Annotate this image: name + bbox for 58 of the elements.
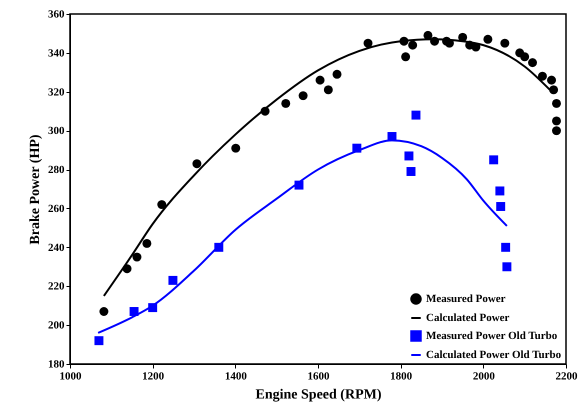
point bbox=[157, 200, 166, 210]
point bbox=[168, 276, 178, 285]
point bbox=[231, 144, 240, 153]
x-tick-label: 1200 bbox=[142, 370, 165, 382]
y-axis-title: Brake Power (HP) bbox=[28, 134, 43, 245]
x-axis-title: Engine Speed (RPM) bbox=[256, 388, 382, 402]
legend-label: Calculated Power Old Turbo bbox=[426, 349, 562, 361]
point bbox=[483, 34, 492, 44]
y-tick-label: 320 bbox=[48, 86, 65, 98]
point bbox=[99, 307, 108, 316]
y-tick-label: 220 bbox=[48, 280, 65, 293]
point bbox=[401, 52, 410, 62]
point bbox=[496, 202, 506, 211]
y-tick-label: 360 bbox=[48, 8, 65, 20]
point bbox=[94, 336, 104, 346]
point bbox=[547, 76, 556, 85]
legend-label: Measured Power Old Turbo bbox=[426, 330, 558, 342]
x-tick-label: 1600 bbox=[308, 370, 330, 382]
y-tick-label: 240 bbox=[48, 242, 65, 254]
point bbox=[489, 155, 498, 164]
point bbox=[130, 307, 139, 316]
y-tick-label: 200 bbox=[48, 320, 65, 332]
point bbox=[538, 72, 547, 81]
legend-label: Measured Power bbox=[426, 293, 506, 305]
point bbox=[192, 159, 202, 168]
point bbox=[324, 85, 333, 94]
point bbox=[332, 70, 342, 79]
point bbox=[552, 126, 561, 136]
x-tick-label: 2000 bbox=[472, 370, 496, 382]
x-tick-label: 1400 bbox=[224, 370, 248, 382]
y-tick-label: 260 bbox=[48, 202, 65, 215]
point bbox=[316, 76, 325, 85]
point bbox=[495, 186, 504, 196]
x-tick-label: 1000 bbox=[60, 370, 82, 382]
point bbox=[411, 110, 420, 120]
point bbox=[281, 98, 290, 108]
point bbox=[406, 167, 416, 176]
x-tick-label: 1800 bbox=[390, 370, 413, 382]
y-tick-label: 180 bbox=[48, 358, 65, 370]
point bbox=[500, 38, 510, 48]
point bbox=[502, 262, 512, 272]
point bbox=[408, 40, 418, 50]
point bbox=[298, 91, 308, 100]
point bbox=[549, 85, 558, 94]
point bbox=[528, 58, 537, 68]
point bbox=[142, 238, 152, 248]
legend-label: Calculated Power bbox=[426, 312, 510, 324]
point bbox=[552, 116, 561, 126]
point bbox=[520, 52, 530, 62]
point bbox=[364, 38, 372, 48]
y-tick-label: 300 bbox=[48, 125, 65, 138]
point bbox=[501, 242, 510, 252]
point bbox=[132, 252, 142, 262]
point bbox=[404, 151, 414, 160]
point bbox=[552, 98, 561, 108]
y-tick-label: 280 bbox=[48, 164, 65, 176]
y-tick-label: 340 bbox=[48, 47, 65, 60]
x-tick-label: 2200 bbox=[556, 370, 578, 382]
